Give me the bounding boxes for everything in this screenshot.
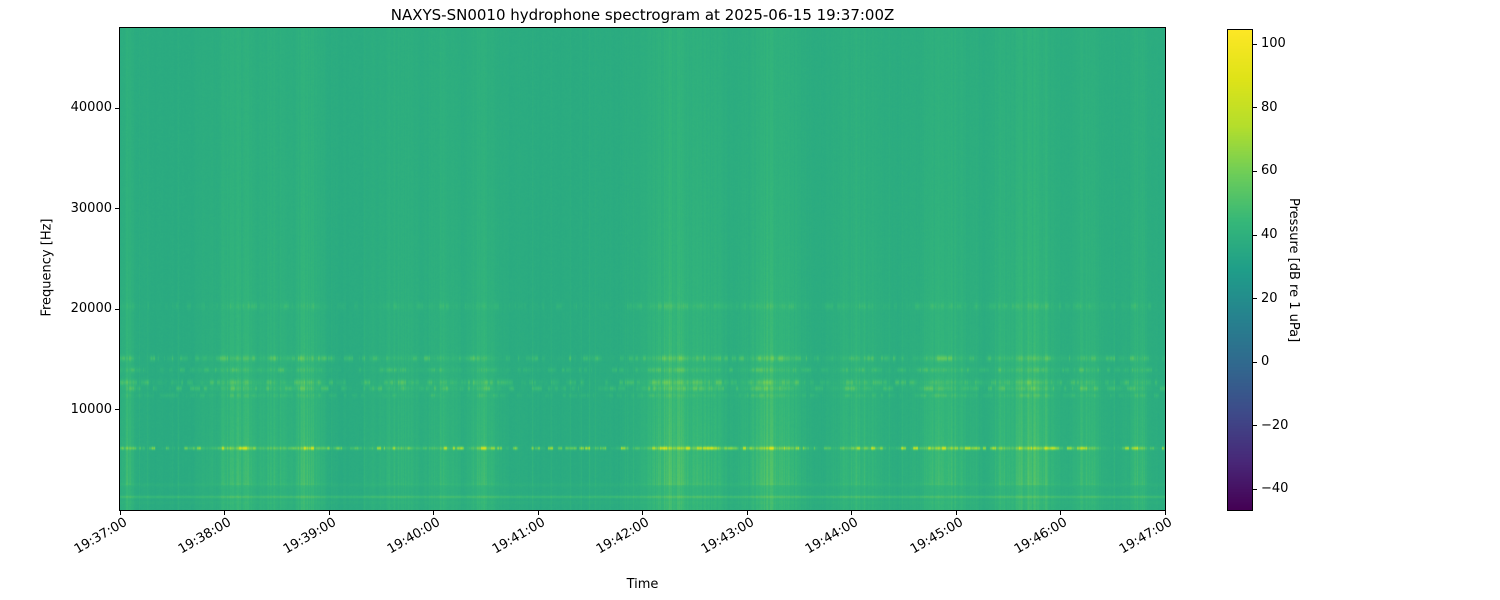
x-tick-label: 19:43:00 (698, 515, 757, 558)
x-tick-mark (537, 511, 539, 515)
colorbar-tick-mark (1253, 298, 1257, 300)
y-tick-mark (115, 208, 119, 210)
x-tick-mark (1060, 511, 1061, 515)
y-tick-mark (115, 409, 119, 411)
x-tick-mark (119, 511, 121, 515)
x-tick-label: 19:39:00 (280, 515, 339, 558)
y-tick-mark (115, 308, 119, 310)
x-tick-label: 19:44:00 (802, 515, 861, 558)
colorbar-tick-mark (1253, 425, 1257, 427)
x-tick-label: 19:45:00 (907, 515, 966, 558)
x-tick-label: 19:41:00 (489, 515, 548, 558)
colorbar-tick-mark (1253, 107, 1257, 109)
colorbar-label: Pressure [dB re 1 uPa] (1286, 197, 1301, 343)
y-tick-label: 10000 (70, 401, 112, 417)
x-tick-mark (955, 511, 957, 515)
y-tick-label: 30000 (70, 200, 112, 216)
x-tick-label: 19:42:00 (593, 515, 652, 558)
x-tick-mark (224, 511, 225, 515)
colorbar-tick-label: −20 (1261, 417, 1289, 433)
colorbar-tick-label: 80 (1261, 99, 1278, 115)
x-tick-mark (1164, 511, 1166, 515)
y-tick-mark (115, 107, 119, 109)
colorbar-tick-mark (1253, 361, 1257, 363)
x-tick-mark (851, 511, 852, 515)
y-axis-label: Frequency [Hz] (39, 218, 55, 317)
x-tick-label: 19:46:00 (1011, 515, 1070, 558)
x-tick-label: 19:47:00 (1116, 515, 1175, 558)
colorbar-tick-mark (1253, 170, 1257, 172)
colorbar-tick-label: 40 (1261, 227, 1278, 243)
x-tick-label: 19:40:00 (384, 515, 443, 558)
colorbar-tick-label: 100 (1261, 36, 1286, 52)
x-tick-mark (642, 511, 643, 515)
colorbar-tick-label: −40 (1261, 481, 1289, 497)
x-tick-mark (746, 511, 748, 515)
x-tick-label: 19:37:00 (71, 515, 130, 558)
x-tick-mark (433, 511, 434, 515)
colorbar-tick-mark (1253, 43, 1257, 45)
colorbar-tick-label: 60 (1261, 163, 1278, 179)
y-tick-label: 40000 (70, 100, 112, 116)
colorbar-tick-mark (1253, 488, 1257, 490)
chart-title: NAXYS-SN0010 hydrophone spectrogram at 2… (390, 6, 895, 24)
colorbar-tick-mark (1253, 234, 1257, 236)
colorbar-tick-label: 20 (1261, 290, 1278, 306)
x-tick-mark (328, 511, 330, 515)
colorbar (1227, 29, 1253, 511)
y-tick-label: 20000 (70, 301, 112, 317)
x-axis-label: Time (626, 577, 659, 592)
x-tick-label: 19:38:00 (175, 515, 234, 558)
colorbar-tick-label: 0 (1261, 354, 1270, 370)
spectrogram-heatmap (119, 27, 1166, 511)
